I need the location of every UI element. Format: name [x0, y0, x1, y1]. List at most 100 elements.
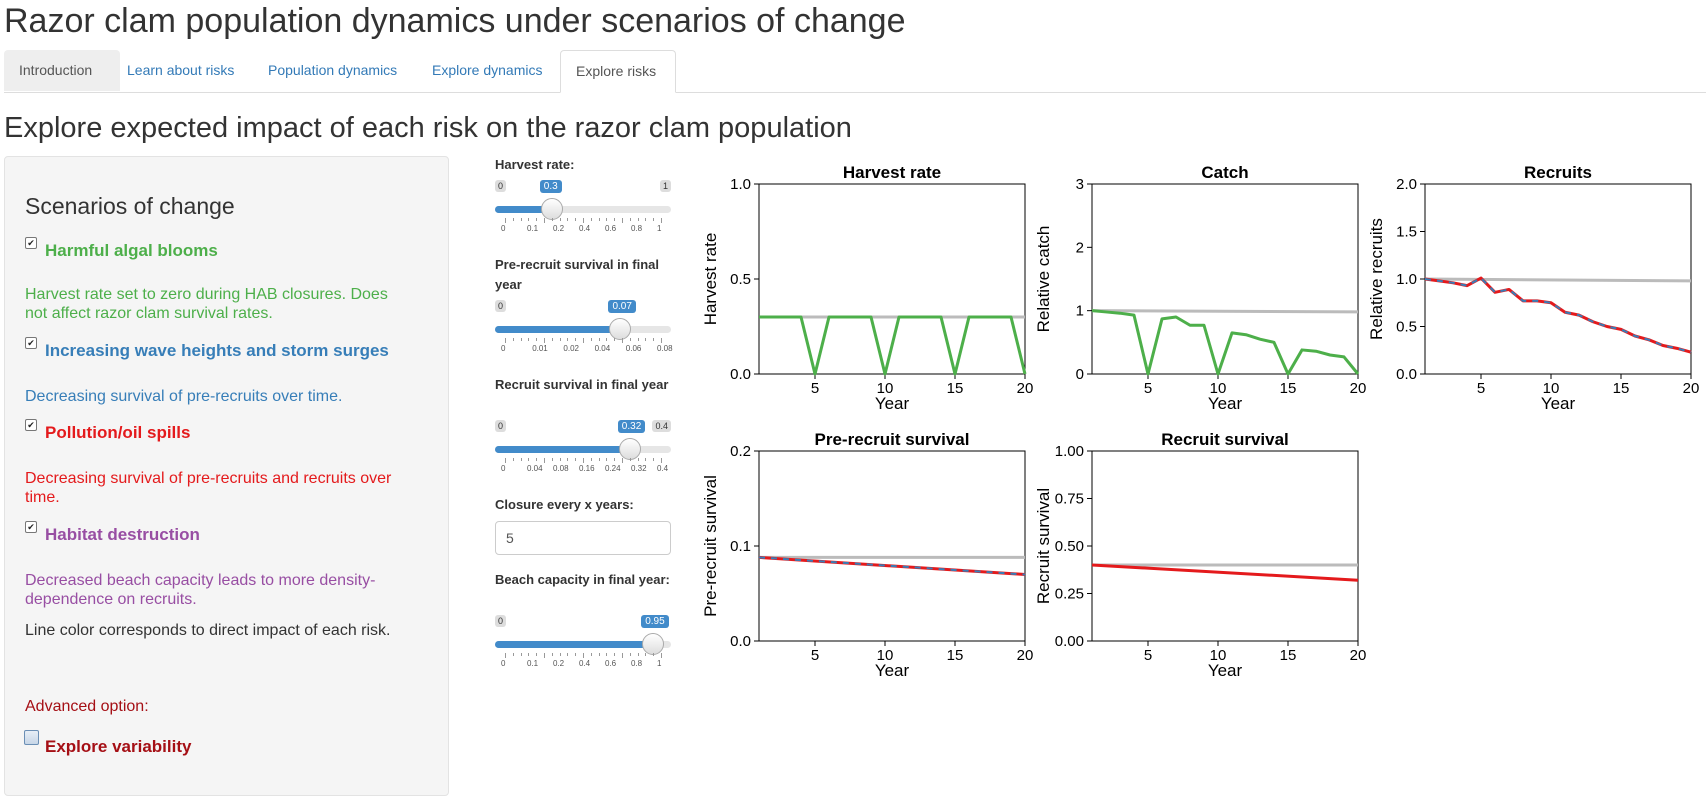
slider-tick: [583, 458, 584, 463]
series-line-1: [759, 315, 1027, 376]
slider-min-label: 0: [495, 300, 507, 312]
slider-grid-label: 0.16: [579, 464, 595, 473]
risk-label-wave-heights: Increasing wave heights and storm surges: [45, 341, 389, 360]
slider-ticks: [495, 218, 671, 224]
chart-ylabel: Relative catch: [1034, 226, 1053, 333]
slider-tick: [575, 458, 577, 461]
slider-tick: [645, 458, 647, 461]
chart-frame: [1424, 183, 1692, 375]
x-tick-label: 10: [1210, 647, 1227, 664]
slider-tick: [622, 218, 623, 223]
slider-tick: [528, 338, 530, 341]
slider-grid-label: 0.08: [657, 344, 673, 353]
slider-tick: [567, 653, 569, 656]
tab-population-dynamics[interactable]: Population dynamics: [268, 62, 398, 78]
slider-tick: [551, 458, 553, 461]
slider-tick: [583, 653, 584, 658]
line-color-note: Line color corresponds to direct impact …: [25, 622, 391, 639]
checkbox-wave-heights[interactable]: ✔: [25, 337, 37, 349]
chart-xlabel: Year: [875, 661, 910, 680]
slider-tick: [536, 458, 538, 461]
recruit-survival-slider[interactable]: 0 0.4 0.32 0 0.04 0.08 0.16 0.24 0.32 0.4: [495, 420, 671, 473]
slider-grid-label: 0.02: [563, 344, 579, 353]
slider-tick: [520, 458, 522, 461]
slider-tick: [661, 458, 662, 463]
y-tick-label: 2: [1076, 239, 1084, 256]
y-tick-label: 1.00: [1055, 443, 1084, 460]
slider-fill: [495, 446, 630, 453]
slider-grid-label: 0: [501, 344, 506, 353]
tab-explore-dynamics[interactable]: Explore dynamics: [432, 62, 543, 78]
slider-tick: [551, 218, 553, 221]
risk-desc-habitat: Decreased beach capacity leads to more d…: [25, 572, 376, 608]
slider-handle[interactable]: [540, 198, 563, 220]
slider-tick: [598, 458, 600, 461]
y-tick-label: 1.0: [1396, 271, 1417, 288]
slider-tick: [536, 218, 538, 221]
y-tick-label: 0.50: [1055, 538, 1084, 555]
harvest-rate-slider[interactable]: 0 1 0.3 0 0.1 0.2 0.4 0.6 0.8 1: [495, 180, 671, 233]
y-tick-label: 1: [1076, 303, 1084, 320]
slider-tick: [551, 653, 553, 656]
slider-tick: [614, 338, 616, 341]
slider-tick: [551, 338, 553, 341]
slider-grid-label: 0.6: [605, 659, 617, 668]
slider-tick: [575, 218, 577, 221]
series-line-0: [1424, 277, 1692, 283]
slider-tick: [512, 458, 514, 461]
slider-handle[interactable]: [618, 438, 641, 460]
slider-tick: [567, 458, 569, 461]
slider-tick: [575, 653, 577, 656]
checkbox-hab[interactable]: ✔: [25, 237, 37, 249]
slider-grid-label: 0.08: [553, 464, 569, 473]
slider-tick: [505, 458, 506, 463]
checkbox-pollution[interactable]: ✔: [25, 419, 37, 431]
chart-ylabel: Recruit survival: [1034, 488, 1053, 604]
slider-grid-label: 0.04: [594, 344, 611, 353]
x-tick-label: 20: [1350, 380, 1367, 397]
tab-explore-risks[interactable]: Explore risks: [560, 50, 676, 93]
tab-bar: Introduction Learn about risks Populatio…: [4, 50, 1706, 93]
slider-tick: [637, 458, 639, 461]
chart-xlabel: Year: [1208, 394, 1243, 413]
tab-learn-about-risks[interactable]: Learn about risks: [127, 62, 235, 78]
chart-0: Harvest rate Year Harvest rate 5 10 15 20 0.0 0.…: [701, 163, 1033, 413]
chart-ylabel: Relative recruits: [1367, 218, 1386, 340]
slider-tick: [661, 653, 662, 658]
slider-tick: [567, 218, 569, 221]
slider-grid-label: 0.1: [527, 659, 539, 668]
series-line-1: [758, 555, 1026, 576]
prerecruit-survival-slider[interactable]: 0 0.07 0 0.01 0.02 0.04 0.06 0.08: [495, 300, 673, 353]
slider-tick: [653, 458, 655, 461]
slider-fill: [495, 206, 552, 213]
section-title: Explore expected impact of each risk on …: [4, 112, 852, 144]
slider-value-badge: 0.95: [641, 615, 669, 628]
beach-capacity-slider[interactable]: 0 0.95 0 0.1 0.2 0.4 0.6 0.8 1: [495, 615, 671, 668]
y-tick-label: 0.5: [1396, 319, 1417, 336]
slider-tick: [544, 218, 545, 223]
chart-ylabel: Harvest rate: [701, 233, 720, 326]
x-tick-label: 10: [877, 647, 894, 664]
tab-introduction[interactable]: Introduction: [4, 50, 120, 91]
x-tick-label: 15: [947, 647, 964, 664]
checkbox-explore-variability[interactable]: [24, 730, 39, 745]
slider-tick: [559, 338, 561, 341]
slider-grid-label: 0.8: [631, 224, 643, 233]
closure-years-input[interactable]: [495, 521, 671, 555]
y-tick-label: 3: [1076, 176, 1084, 193]
slider-grid-label: 0.01: [532, 344, 548, 353]
slider-min-label: 0: [495, 615, 507, 627]
checkbox-habitat[interactable]: ✔: [25, 521, 37, 533]
slider-handle[interactable]: [642, 633, 665, 655]
slider-tick: [544, 338, 545, 343]
slider-track[interactable]: [495, 206, 671, 213]
risk-label-hab: Harmful algal blooms: [45, 241, 218, 260]
slider-tick: [536, 338, 538, 341]
slider-tick: [645, 218, 647, 221]
chart-frame: [1091, 450, 1359, 642]
slider-min-label: 0: [495, 420, 507, 432]
beach-capacity-label: Beach capacity in final year:: [495, 572, 670, 587]
slider-handle[interactable]: [609, 318, 632, 340]
slider-grid-label: 0.6: [605, 224, 617, 233]
slider-grid-label: 0.32: [631, 464, 647, 473]
